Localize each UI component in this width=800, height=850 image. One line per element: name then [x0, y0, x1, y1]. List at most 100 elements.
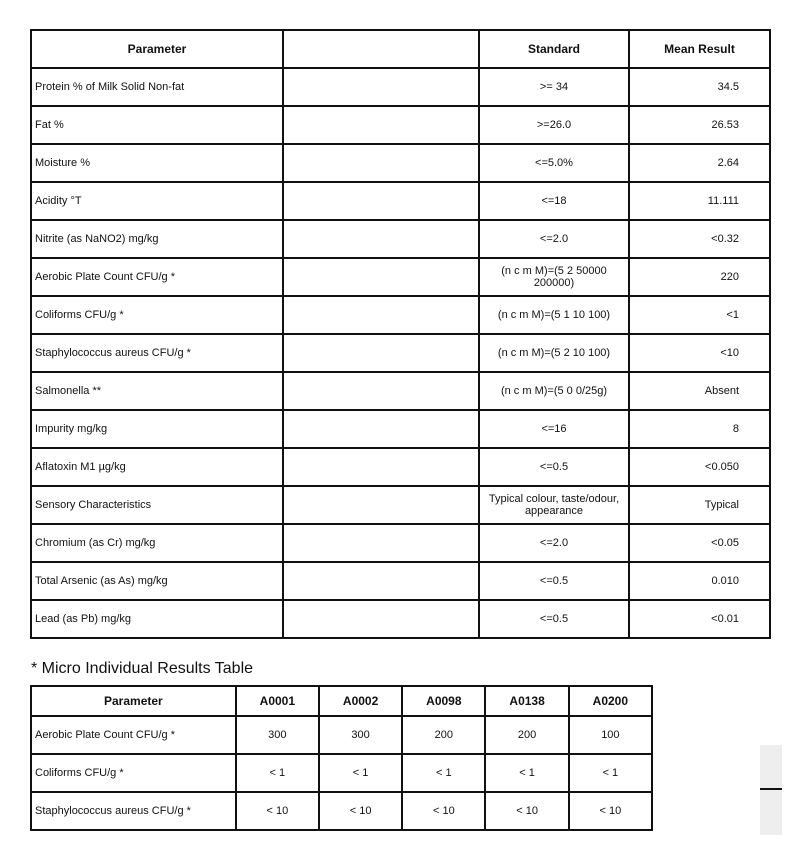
- result-cell: Absent: [628, 371, 771, 411]
- header-parameter: Parameter: [30, 685, 237, 717]
- standard-cell: (n c m M)=(5 0 0/25g): [478, 371, 630, 411]
- blank-cell: [282, 257, 480, 297]
- parameter-cell: Nitrite (as NaNO2) mg/kg: [30, 219, 284, 259]
- standard-cell: >= 34: [478, 67, 630, 107]
- table-row: Total Arsenic (as As) mg/kg <=0.5 0.010: [30, 561, 771, 601]
- parameter-cell: Sensory Characteristics: [30, 485, 284, 525]
- blank-cell: [282, 67, 480, 107]
- header-sample: A0138: [484, 685, 570, 717]
- standard-cell: <=0.5: [478, 599, 630, 639]
- blank-cell: [282, 371, 480, 411]
- value-cell: < 10: [567, 791, 654, 831]
- standard-cell: <=2.0: [478, 523, 630, 563]
- micro-table-title: * Micro Individual Results Table: [31, 660, 254, 677]
- standard-cell: (n c m M)=(5 2 50000 200000): [478, 257, 630, 297]
- header-blank: [282, 29, 480, 69]
- standard-cell: <=16: [478, 409, 630, 449]
- header-standard: Standard: [478, 29, 630, 69]
- value-cell: < 10: [401, 791, 487, 831]
- parameter-cell: Coliforms CFU/g *: [30, 753, 237, 793]
- value-cell: < 1: [567, 753, 654, 793]
- value-cell: < 1: [401, 753, 487, 793]
- table-row: Lead (as Pb) mg/kg <=0.5 <0.01: [30, 599, 771, 639]
- blank-cell: [282, 523, 480, 563]
- table-row: Aerobic Plate Count CFU/g * 300 300 200 200 1…: [30, 715, 654, 755]
- value-cell: < 1: [484, 753, 570, 793]
- result-cell: <10: [628, 333, 771, 373]
- table-row: Acidity °T <=18 11.111: [30, 181, 771, 221]
- blank-cell: [282, 561, 480, 601]
- parameter-cell: Coliforms CFU/g *: [30, 295, 284, 335]
- result-cell: 26.53: [628, 105, 771, 145]
- parameter-cell: Protein % of Milk Solid Non-fat: [30, 67, 284, 107]
- header-sample: A0200: [567, 685, 654, 717]
- parameter-cell: Total Arsenic (as As) mg/kg: [30, 561, 284, 601]
- blank-cell: [282, 599, 480, 639]
- parameter-cell: Impurity mg/kg: [30, 409, 284, 449]
- parameter-cell: Aerobic Plate Count CFU/g *: [30, 715, 237, 755]
- value-cell: < 10: [484, 791, 570, 831]
- parameter-cell: Moisture %: [30, 143, 284, 183]
- blank-cell: [282, 295, 480, 335]
- blank-cell: [282, 143, 480, 183]
- table-row: Staphylococcus aureus CFU/g * (n c m M)=(…: [30, 333, 771, 373]
- standard-cell: <=5.0%: [478, 143, 630, 183]
- value-cell: 300: [317, 715, 404, 755]
- page-edge-artifact: [760, 745, 782, 835]
- header-sample: A0002: [317, 685, 404, 717]
- blank-cell: [282, 409, 480, 449]
- blank-cell: [282, 333, 480, 373]
- table-row: Nitrite (as NaNO2) mg/kg <=2.0 <0.32: [30, 219, 771, 259]
- table-row: Staphylococcus aureus CFU/g * < 10 < 10 < 1…: [30, 791, 654, 831]
- parameter-cell: Staphylococcus aureus CFU/g *: [30, 333, 284, 373]
- table-row: Moisture % <=5.0% 2.64: [30, 143, 771, 183]
- table-row: Sensory Characteristics Typical colour, t…: [30, 485, 771, 525]
- result-cell: 0.010: [628, 561, 771, 601]
- page-edge-line: [760, 788, 782, 790]
- header-row: Parameter Standard Mean Result: [30, 29, 771, 69]
- parameter-cell: Aflatoxin M1 µg/kg: [30, 447, 284, 487]
- table-row: Aflatoxin M1 µg/kg <=0.5 <0.050: [30, 447, 771, 487]
- parameter-cell: Aerobic Plate Count CFU/g *: [30, 257, 284, 297]
- standard-cell: <=18: [478, 181, 630, 221]
- parameter-cell: Acidity °T: [30, 181, 284, 221]
- parameter-cell: Fat %: [30, 105, 284, 145]
- standard-cell: (n c m M)=(5 2 10 100): [478, 333, 630, 373]
- blank-cell: [282, 485, 480, 525]
- table-row: Salmonella ** (n c m M)=(5 0 0/25g) Absent: [30, 371, 771, 411]
- standard-cell: <=2.0: [478, 219, 630, 259]
- value-cell: 200: [484, 715, 570, 755]
- table-row: Aerobic Plate Count CFU/g * (n c m M)=(5 …: [30, 257, 771, 297]
- result-cell: <0.01: [628, 599, 771, 639]
- result-cell: 34.5: [628, 67, 771, 107]
- value-cell: < 10: [234, 791, 320, 831]
- standard-cell: Typical colour, taste/odour, appearance: [478, 485, 630, 525]
- result-cell: 220: [628, 257, 771, 297]
- standard-cell: >=26.0: [478, 105, 630, 145]
- header-sample: A0098: [401, 685, 487, 717]
- result-cell: 11.111: [628, 181, 771, 221]
- value-cell: < 10: [317, 791, 404, 831]
- value-cell: 100: [567, 715, 654, 755]
- table-row: Impurity mg/kg <=16 8: [30, 409, 771, 449]
- blank-cell: [282, 105, 480, 145]
- header-sample: A0001: [234, 685, 320, 717]
- header-row: Parameter A0001 A0002 A0098 A0138 A0200: [30, 685, 654, 717]
- table-row: Chromium (as Cr) mg/kg <=2.0 <0.05: [30, 523, 771, 563]
- value-cell: < 1: [317, 753, 404, 793]
- result-cell: <0.050: [628, 447, 771, 487]
- table-row: Coliforms CFU/g * < 1 < 1 < 1 < 1 < 1: [30, 753, 654, 793]
- result-cell: <1: [628, 295, 771, 335]
- result-cell: <0.05: [628, 523, 771, 563]
- table-row: Protein % of Milk Solid Non-fat >= 34 34.5: [30, 67, 771, 107]
- blank-cell: [282, 219, 480, 259]
- header-mean-result: Mean Result: [628, 29, 771, 69]
- value-cell: 200: [401, 715, 487, 755]
- parameter-cell: Lead (as Pb) mg/kg: [30, 599, 284, 639]
- value-cell: < 1: [234, 753, 320, 793]
- result-cell: 8: [628, 409, 771, 449]
- header-parameter: Parameter: [30, 29, 284, 69]
- micro-results-table: Parameter A0001 A0002 A0098 A0138 A0200 …: [30, 685, 654, 831]
- parameter-cell: Staphylococcus aureus CFU/g *: [30, 791, 237, 831]
- parameter-cell: Salmonella **: [30, 371, 284, 411]
